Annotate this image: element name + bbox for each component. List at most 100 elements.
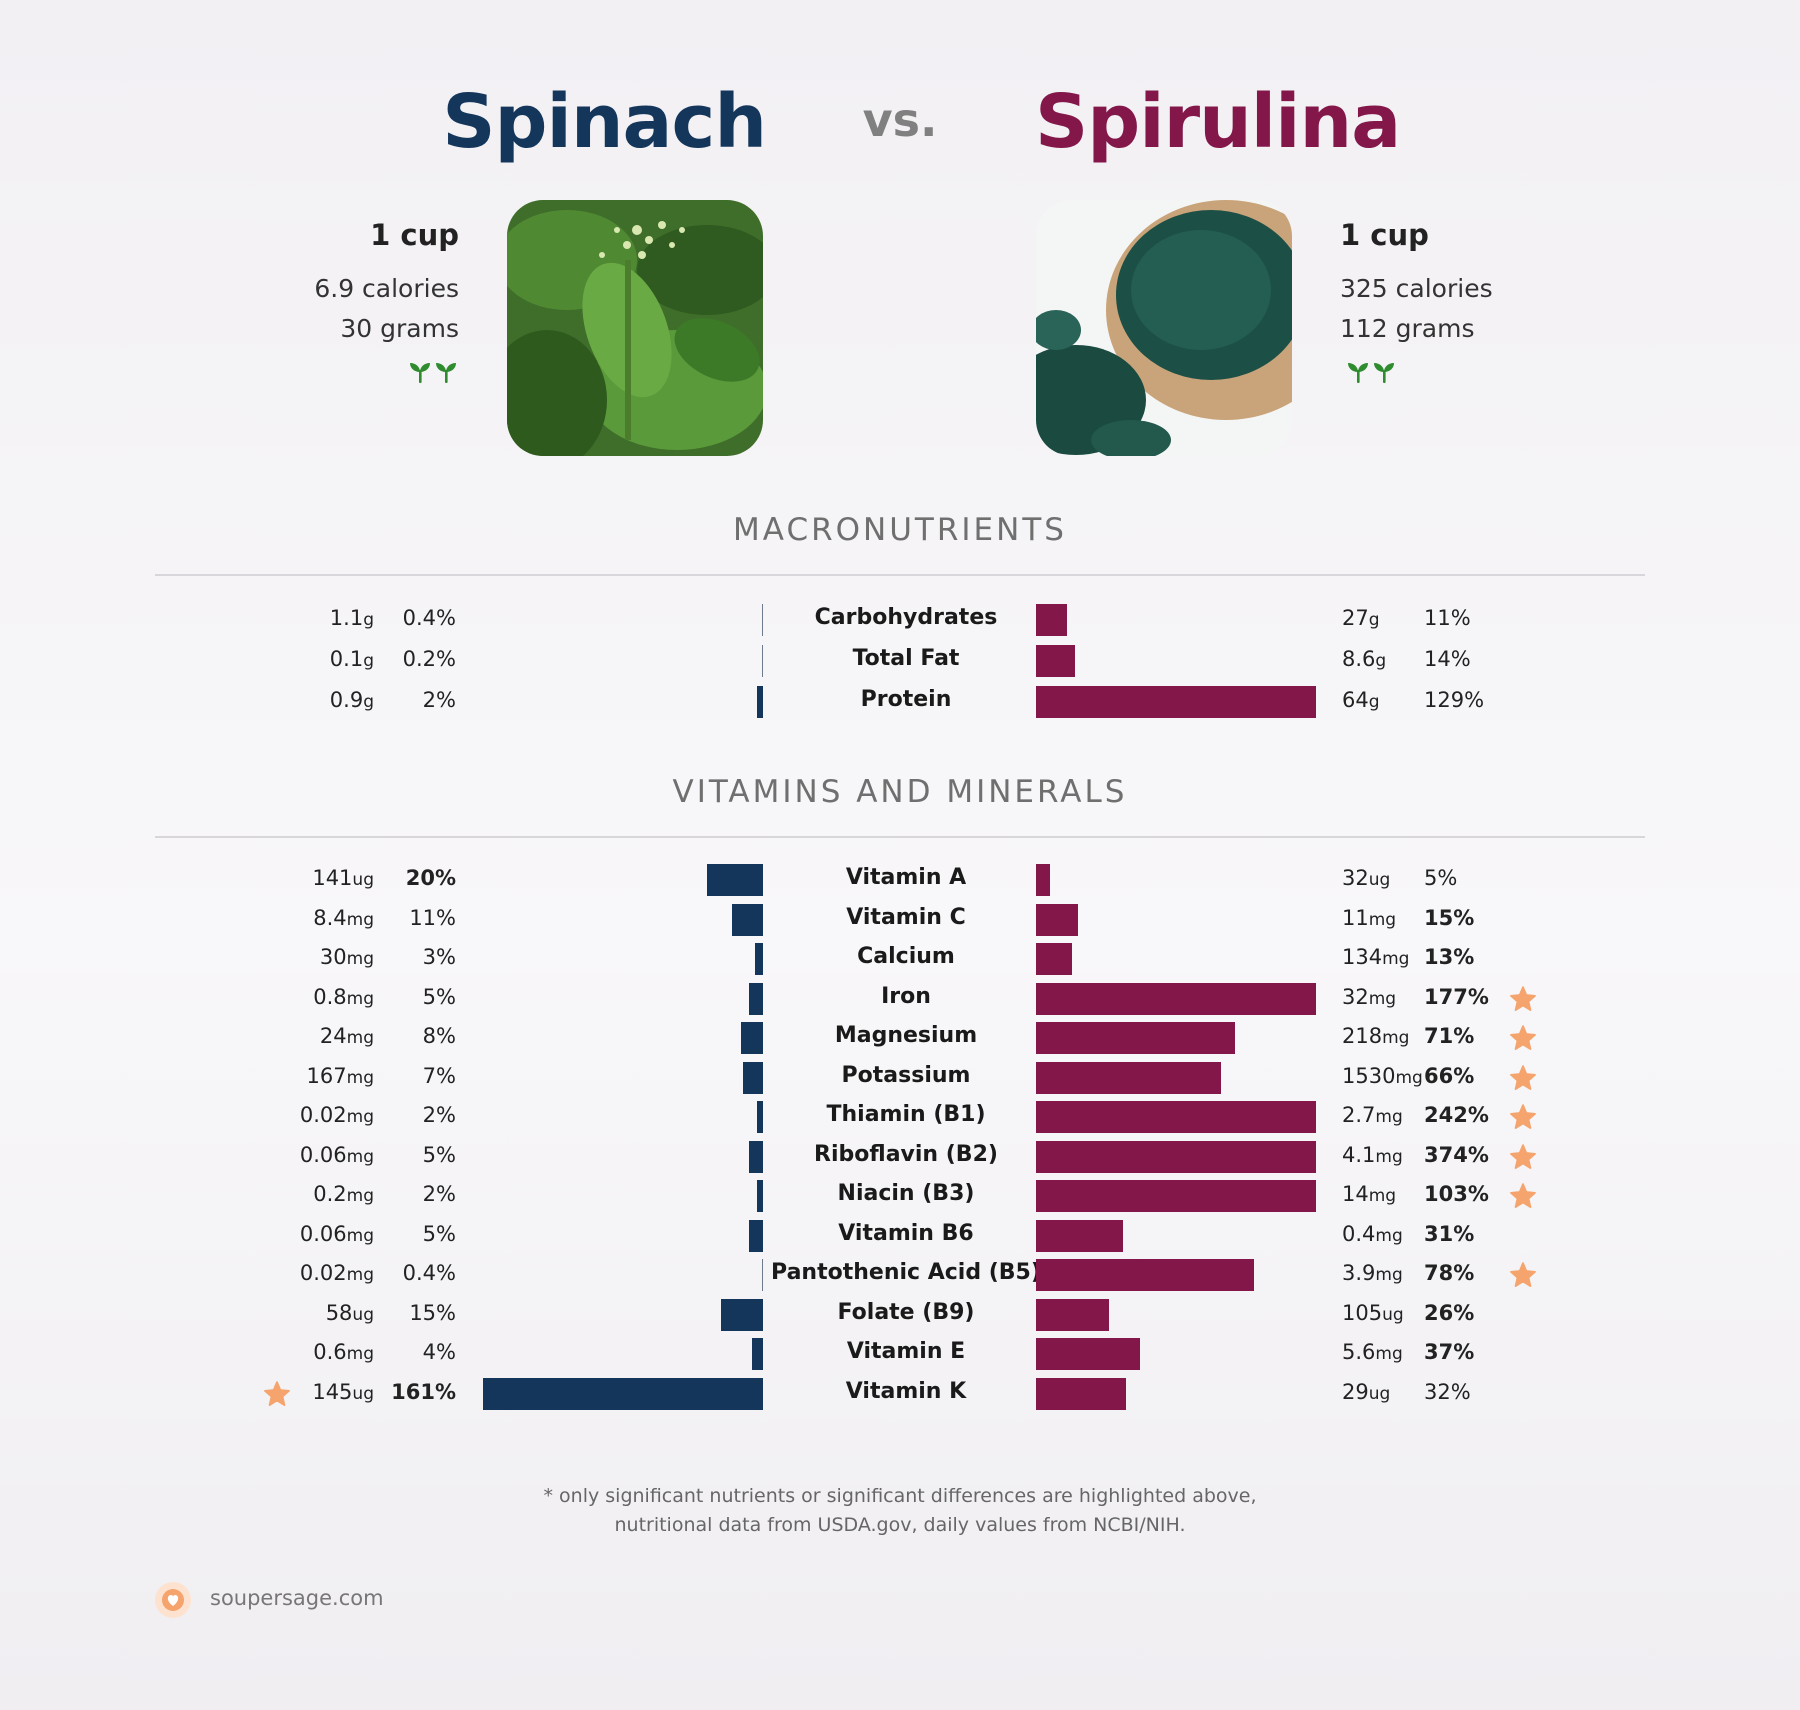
spinach-bar <box>762 1259 763 1291</box>
amount-number: 32 <box>1342 866 1369 890</box>
spirulina-bar <box>1036 864 1050 896</box>
right-amount: 1530mg <box>1342 1064 1423 1088</box>
amount-unit: g <box>1375 651 1387 671</box>
left-amount: 0.8mg <box>313 985 374 1009</box>
star-icon <box>1510 1104 1536 1129</box>
amount-number: 0.9 <box>329 688 364 712</box>
right-amount: 14mg <box>1342 1182 1396 1206</box>
spirulina-bar <box>1036 1219 1123 1252</box>
nutrient-label: Carbohydrates <box>814 605 998 630</box>
right-amount: 0.4mg <box>1342 1222 1403 1246</box>
spirulina-photo <box>1036 200 1292 456</box>
amount-unit: mg <box>346 1107 374 1127</box>
left-serving-size: 1 cup <box>370 218 459 252</box>
left-percent: 5% <box>422 1221 456 1246</box>
amount-number: 8.4 <box>313 905 347 930</box>
left-percent: 2% <box>422 688 456 712</box>
right-serving-size: 1 cup <box>1340 218 1429 252</box>
right-amount: 2.7mg <box>1342 1103 1403 1127</box>
spinach-photo <box>507 200 763 456</box>
left-percent: 2% <box>422 1182 456 1206</box>
amount-unit: g <box>363 692 374 712</box>
spinach-bar <box>707 864 763 896</box>
amount-number: 30 <box>319 945 347 969</box>
spinach-bar <box>757 686 763 718</box>
left-percent: 11% <box>409 905 456 930</box>
amount-number: 8.6 <box>1342 647 1376 671</box>
amount-unit: mg <box>346 909 374 930</box>
spirulina-bar <box>1036 943 1073 975</box>
right-percent: 15% <box>1424 905 1475 930</box>
amount-number: 0.06 <box>299 1142 347 1167</box>
right-percent: 242% <box>1424 1103 1489 1127</box>
amount-unit: mg <box>346 988 374 1009</box>
amount-number: 24 <box>319 1024 347 1048</box>
left-amount: 30mg <box>320 945 374 969</box>
nutrient-label: Riboflavin (B2) <box>814 1141 998 1167</box>
star-icon <box>264 1380 290 1406</box>
amount-unit: mg <box>346 1186 374 1206</box>
right-amount: 32ug <box>1342 866 1390 890</box>
left-percent: 20% <box>405 866 456 890</box>
left-food-title: Spinach <box>442 79 767 165</box>
amount-number: 0.4 <box>1342 1221 1376 1246</box>
spinach-bar <box>483 1377 763 1410</box>
right-percent: 31% <box>1424 1221 1475 1246</box>
amount-unit: mg <box>1375 1265 1403 1285</box>
spirulina-bar <box>1036 1101 1316 1133</box>
amount-unit: mg <box>346 1344 374 1364</box>
right-percent: 78% <box>1424 1261 1475 1285</box>
spinach-bar <box>757 1180 763 1212</box>
right-percent: 129% <box>1424 688 1485 712</box>
left-percent: 0.2% <box>402 647 456 671</box>
right-percent: 103% <box>1424 1182 1489 1206</box>
left-percent: 161% <box>391 1379 456 1404</box>
right-percent: 13% <box>1424 945 1475 969</box>
amount-unit: g <box>1368 610 1380 630</box>
star-icon <box>1510 1064 1536 1090</box>
sprout-icon <box>1348 363 1394 383</box>
amount-number: 58 <box>325 1300 353 1325</box>
right-calories: 325 calories <box>1340 274 1493 303</box>
nutrient-label: Vitamin A <box>845 865 967 890</box>
nutrient-label: Vitamin K <box>845 1378 967 1404</box>
star-icon <box>1510 1262 1536 1287</box>
nutrient-label: Vitamin B6 <box>838 1220 974 1246</box>
right-amount: 5.6mg <box>1342 1340 1403 1364</box>
spinach-bar <box>762 604 763 636</box>
amount-number: 2.7 <box>1342 1103 1376 1127</box>
right-amount: 134mg <box>1342 945 1409 969</box>
nutrient-label: Total Fat <box>852 646 960 671</box>
left-percent: 0.4% <box>402 606 456 630</box>
left-percent: 3% <box>422 945 456 969</box>
amount-unit: ug <box>1368 1383 1391 1404</box>
right-percent: 71% <box>1424 1024 1475 1048</box>
spirulina-bar <box>1036 1061 1221 1094</box>
nutrient-label: Folate (B9) <box>837 1299 975 1325</box>
right-amount: 32mg <box>1342 985 1396 1009</box>
left-amount: 0.2mg <box>313 1182 374 1206</box>
left-percent: 7% <box>422 1063 456 1088</box>
spirulina-bar <box>1036 1022 1235 1054</box>
left-amount: 8.4mg <box>313 906 374 930</box>
amount-number: 11 <box>1342 905 1369 930</box>
amount-number: 27 <box>1342 606 1369 630</box>
left-amount: 24mg <box>320 1024 374 1048</box>
amount-number: 218 <box>1342 1024 1383 1048</box>
left-grams: 30 grams <box>340 314 459 343</box>
amount-number: 167 <box>306 1063 347 1088</box>
right-percent: 37% <box>1424 1340 1475 1364</box>
amount-unit: mg <box>1375 1344 1403 1364</box>
amount-number: 0.1 <box>329 647 364 671</box>
left-percent: 5% <box>422 984 456 1009</box>
left-amount: 0.9g <box>330 688 374 712</box>
spirulina-bar <box>1036 982 1316 1015</box>
amount-unit: mg <box>1395 1067 1423 1088</box>
right-amount: 11mg <box>1342 906 1396 930</box>
spirulina-bar <box>1036 1259 1255 1291</box>
nutrient-label: Calcium <box>857 944 955 969</box>
amount-unit: mg <box>346 1146 374 1167</box>
nutrient-label: Pantothenic Acid (B5) <box>771 1260 1041 1285</box>
amount-unit: ug <box>352 870 374 890</box>
vs-label: vs. <box>862 93 938 147</box>
